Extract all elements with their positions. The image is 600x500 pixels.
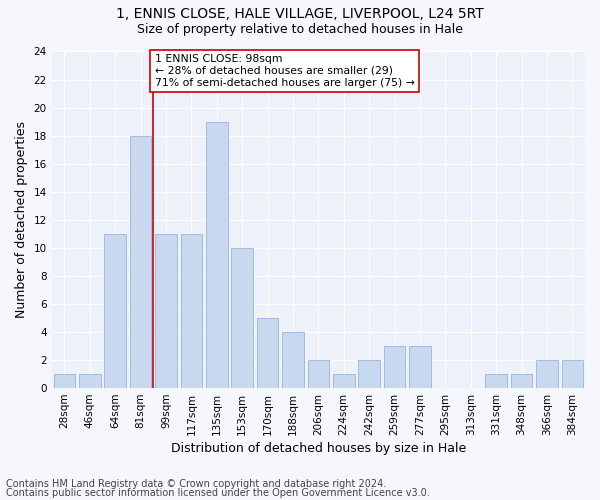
Text: Contains public sector information licensed under the Open Government Licence v3: Contains public sector information licen… [6, 488, 430, 498]
Text: Size of property relative to detached houses in Hale: Size of property relative to detached ho… [137, 22, 463, 36]
Bar [333, 374, 355, 388]
Bar [206, 122, 227, 388]
Bar [104, 234, 126, 388]
Bar [409, 346, 431, 388]
X-axis label: Distribution of detached houses by size in Hale: Distribution of detached houses by size … [171, 442, 466, 455]
Y-axis label: Number of detached properties: Number of detached properties [15, 122, 28, 318]
Bar [53, 374, 75, 388]
Bar [536, 360, 557, 388]
Text: 1, ENNIS CLOSE, HALE VILLAGE, LIVERPOOL, L24 5RT: 1, ENNIS CLOSE, HALE VILLAGE, LIVERPOOL,… [116, 8, 484, 22]
Bar [358, 360, 380, 388]
Bar [155, 234, 177, 388]
Bar [485, 374, 507, 388]
Bar [282, 332, 304, 388]
Bar [384, 346, 406, 388]
Bar [562, 360, 583, 388]
Bar [181, 234, 202, 388]
Bar [79, 374, 101, 388]
Text: Contains HM Land Registry data © Crown copyright and database right 2024.: Contains HM Land Registry data © Crown c… [6, 479, 386, 489]
Bar [308, 360, 329, 388]
Bar [511, 374, 532, 388]
Bar [257, 318, 278, 388]
Bar [130, 136, 151, 388]
Text: 1 ENNIS CLOSE: 98sqm
← 28% of detached houses are smaller (29)
71% of semi-detac: 1 ENNIS CLOSE: 98sqm ← 28% of detached h… [155, 54, 415, 88]
Bar [232, 248, 253, 388]
